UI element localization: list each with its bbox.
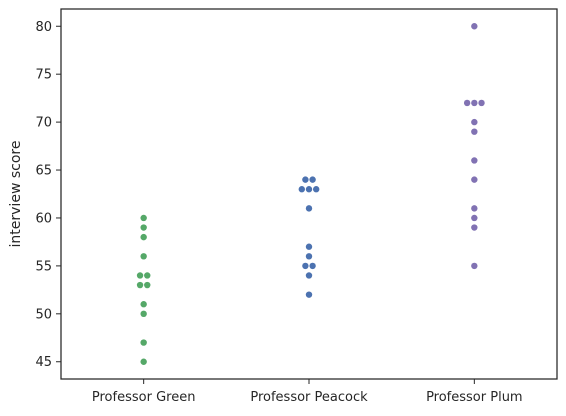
data-point: [140, 233, 147, 241]
data-point: [309, 262, 316, 270]
data-point: [298, 186, 305, 193]
y-tick-label: 50: [35, 307, 52, 322]
data-point: [471, 157, 478, 164]
data-point: [305, 272, 313, 279]
data-point: [313, 186, 320, 193]
data-point: [471, 176, 478, 183]
y-tick-label: 45: [35, 355, 52, 370]
data-point: [471, 128, 478, 135]
data-point: [144, 272, 151, 279]
y-tick-label: 80: [35, 20, 52, 35]
data-point: [136, 281, 144, 289]
data-point: [140, 310, 147, 318]
data-point: [140, 214, 147, 222]
data-point: [309, 176, 316, 183]
data-points: [136, 23, 485, 365]
y-tick-label: 75: [35, 68, 52, 83]
data-point: [463, 99, 471, 107]
data-point: [471, 262, 478, 270]
data-point: [302, 262, 309, 270]
data-point: [305, 243, 313, 250]
data-point: [305, 291, 313, 298]
data-point: [140, 224, 147, 231]
y-axis: 45 50 55 60 65 70 75 80: [35, 20, 61, 370]
y-tick-label: 55: [35, 259, 52, 274]
data-point: [305, 205, 313, 212]
data-point: [140, 253, 147, 260]
y-tick-label: 60: [35, 211, 52, 226]
data-point: [471, 224, 478, 231]
y-axis-label: interview score: [8, 141, 24, 248]
x-tick-label: Professor Plum: [426, 390, 523, 405]
x-axis: Professor Green Professor Peacock Professo…: [92, 379, 523, 405]
x-tick-label: Professor Green: [92, 390, 196, 405]
data-point: [140, 301, 147, 308]
data-point: [471, 23, 478, 30]
x-tick-label: Professor Peacock: [250, 390, 368, 405]
data-point: [302, 176, 309, 183]
data-point: [471, 205, 478, 212]
data-point: [471, 214, 478, 222]
y-tick-label: 70: [35, 116, 52, 131]
y-tick-label: 65: [35, 164, 52, 179]
data-point: [140, 339, 147, 346]
data-point: [136, 272, 144, 279]
plot-area: [60, 8, 558, 380]
data-point: [140, 358, 147, 365]
data-point: [305, 186, 313, 193]
data-point: [471, 99, 478, 107]
data-point: [478, 99, 485, 107]
data-point: [305, 253, 313, 260]
data-point: [144, 281, 151, 289]
data-point: [471, 118, 478, 126]
